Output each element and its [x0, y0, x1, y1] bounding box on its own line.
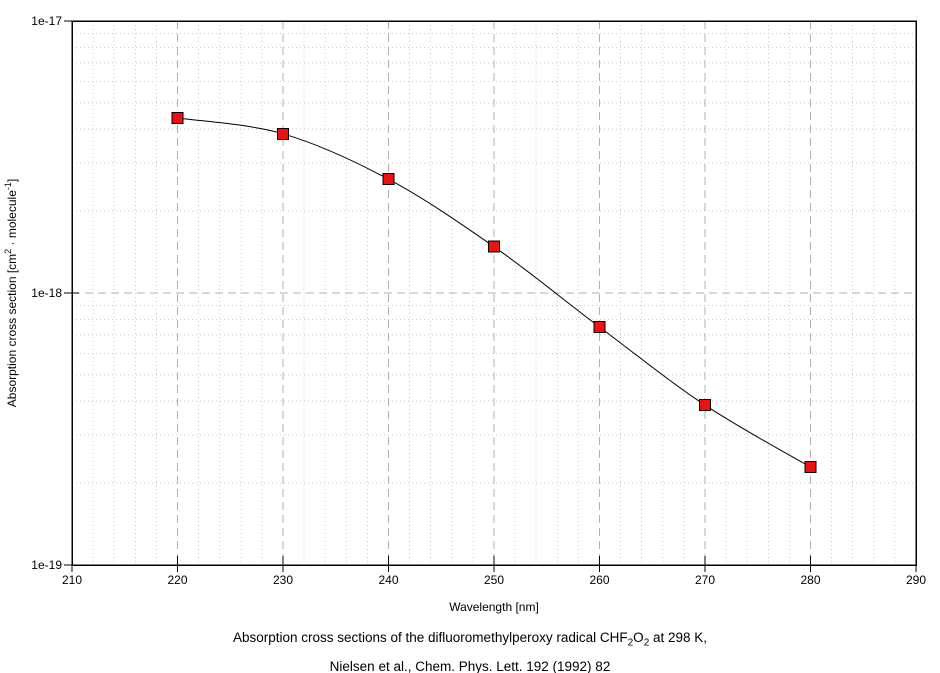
y-axis-title-segment: · molecule: [5, 190, 19, 249]
y-axis-title: Absorption cross section [cm2 · molecule…: [3, 179, 19, 407]
x-tick-label: 210: [62, 573, 82, 587]
y-tick-label: 1e-19: [31, 558, 62, 572]
data-point-260nm: [593, 320, 606, 333]
x-tick-label: 230: [273, 573, 293, 587]
x-tick-label: 240: [378, 573, 398, 587]
caption-text-segment: 2: [627, 637, 634, 649]
x-axis-title: Wavelength [nm]: [449, 600, 539, 614]
data-point-270nm: [699, 399, 711, 412]
caption-text-segment: O: [633, 630, 644, 645]
data-point-220nm: [171, 111, 184, 124]
plot-frame: [71, 20, 917, 566]
data-point-280nm: [804, 461, 817, 474]
chart-caption: Absorption cross sections of the difluor…: [0, 626, 940, 673]
y-tick-label: 1e-18: [31, 286, 62, 300]
x-tick-label: 270: [695, 573, 715, 587]
caption-text-segment: Absorption cross sections of the difluor…: [232, 630, 628, 645]
data-point-230nm: [277, 127, 289, 140]
data-point-250nm: [488, 240, 500, 253]
data-point-240nm: [382, 173, 395, 186]
y-axis-title-segment: Absorption cross section [cm: [5, 254, 19, 407]
x-tick-label: 250: [484, 573, 504, 587]
y-axis-title-segment: ]: [5, 179, 19, 182]
y-axis-title-superscript: -1: [3, 182, 13, 190]
x-tick-label: 280: [800, 573, 820, 587]
caption-line-2: Nielsen et al., Chem. Phys. Lett. 192 (1…: [329, 658, 611, 673]
caption-text-segment: 2: [643, 637, 650, 649]
y-tick-label: 1e-17: [31, 14, 62, 28]
x-tick-label: 290: [906, 573, 926, 587]
y-axis-title-superscript: 2: [3, 249, 13, 254]
x-tick-label: 260: [589, 573, 609, 587]
caption-text-segment: at 298 K,: [649, 630, 708, 645]
caption-line-1: Absorption cross sections of the difluor…: [0, 626, 940, 655]
x-tick-label: 220: [167, 573, 187, 587]
